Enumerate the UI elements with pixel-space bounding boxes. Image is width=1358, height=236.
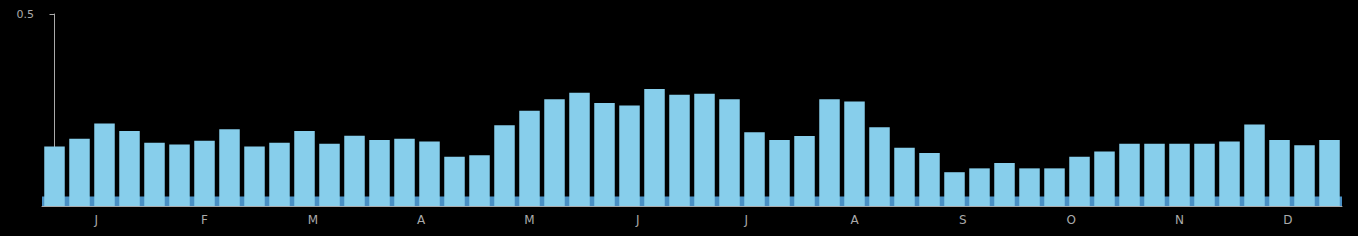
svg-text:D: D xyxy=(1283,213,1292,227)
svg-text:F: F xyxy=(201,213,208,227)
svg-text:N: N xyxy=(1175,213,1184,227)
svg-text:J: J xyxy=(635,213,640,227)
svg-text:S: S xyxy=(959,213,967,227)
svg-text:J: J xyxy=(93,213,98,227)
svg-text:0.5: 0.5 xyxy=(17,8,35,21)
svg-text:O: O xyxy=(1066,213,1075,227)
svg-text:M: M xyxy=(524,213,534,227)
svg-text:A: A xyxy=(850,213,859,227)
svg-text:A: A xyxy=(417,213,426,227)
svg-text:M: M xyxy=(308,213,318,227)
svg-text:J: J xyxy=(743,213,748,227)
